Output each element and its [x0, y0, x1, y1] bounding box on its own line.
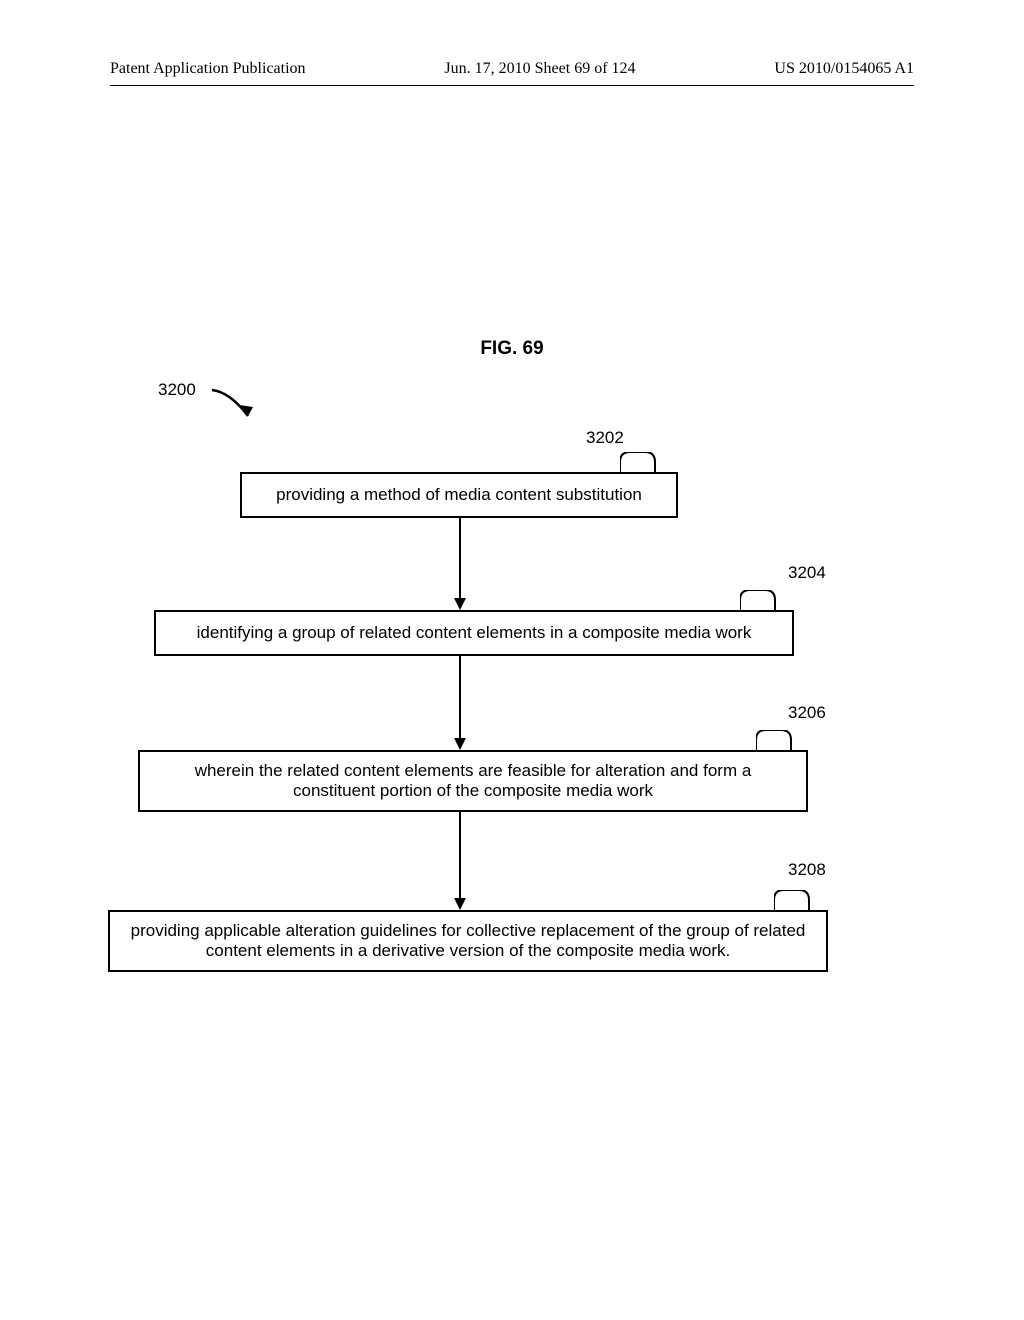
- header-right: US 2010/0154065 A1: [774, 60, 914, 78]
- flow-arrow-icon: [450, 656, 470, 750]
- box-reference-number: 3208: [788, 860, 826, 880]
- figure-title: FIG. 69: [0, 338, 1024, 360]
- box-reference-number: 3202: [586, 428, 624, 448]
- flowchart-box: identifying a group of related content e…: [154, 610, 794, 656]
- header-left: Patent Application Publication: [110, 60, 306, 78]
- flowchart-box: wherein the related content elements are…: [138, 750, 808, 812]
- box-reference-number: 3204: [788, 563, 826, 583]
- header-divider: [110, 85, 914, 86]
- flowchart-box: providing applicable alteration guidelin…: [108, 910, 828, 972]
- flowchart-box: providing a method of media content subs…: [240, 472, 678, 518]
- header-center: Jun. 17, 2010 Sheet 69 of 124: [444, 60, 635, 78]
- box-tab-connector-icon: [620, 452, 660, 474]
- box-tab-connector-icon: [774, 890, 814, 912]
- main-reference-number: 3200: [158, 380, 196, 400]
- flow-arrow-icon: [450, 812, 470, 910]
- box-tab-connector-icon: [756, 730, 796, 752]
- page-header: Patent Application Publication Jun. 17, …: [0, 60, 1024, 78]
- main-reference-pointer-icon: [210, 388, 270, 438]
- box-reference-number: 3206: [788, 703, 826, 723]
- flow-arrow-icon: [450, 518, 470, 610]
- box-tab-connector-icon: [740, 590, 780, 612]
